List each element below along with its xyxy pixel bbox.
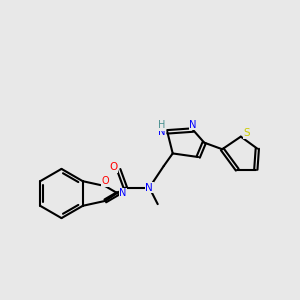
- Text: N: N: [146, 183, 153, 193]
- Text: N: N: [119, 188, 126, 199]
- Text: O: O: [101, 176, 109, 186]
- Text: H: H: [158, 120, 166, 130]
- Text: N: N: [158, 127, 166, 137]
- Text: S: S: [244, 128, 250, 138]
- Text: N: N: [189, 120, 197, 130]
- Text: O: O: [110, 162, 118, 172]
